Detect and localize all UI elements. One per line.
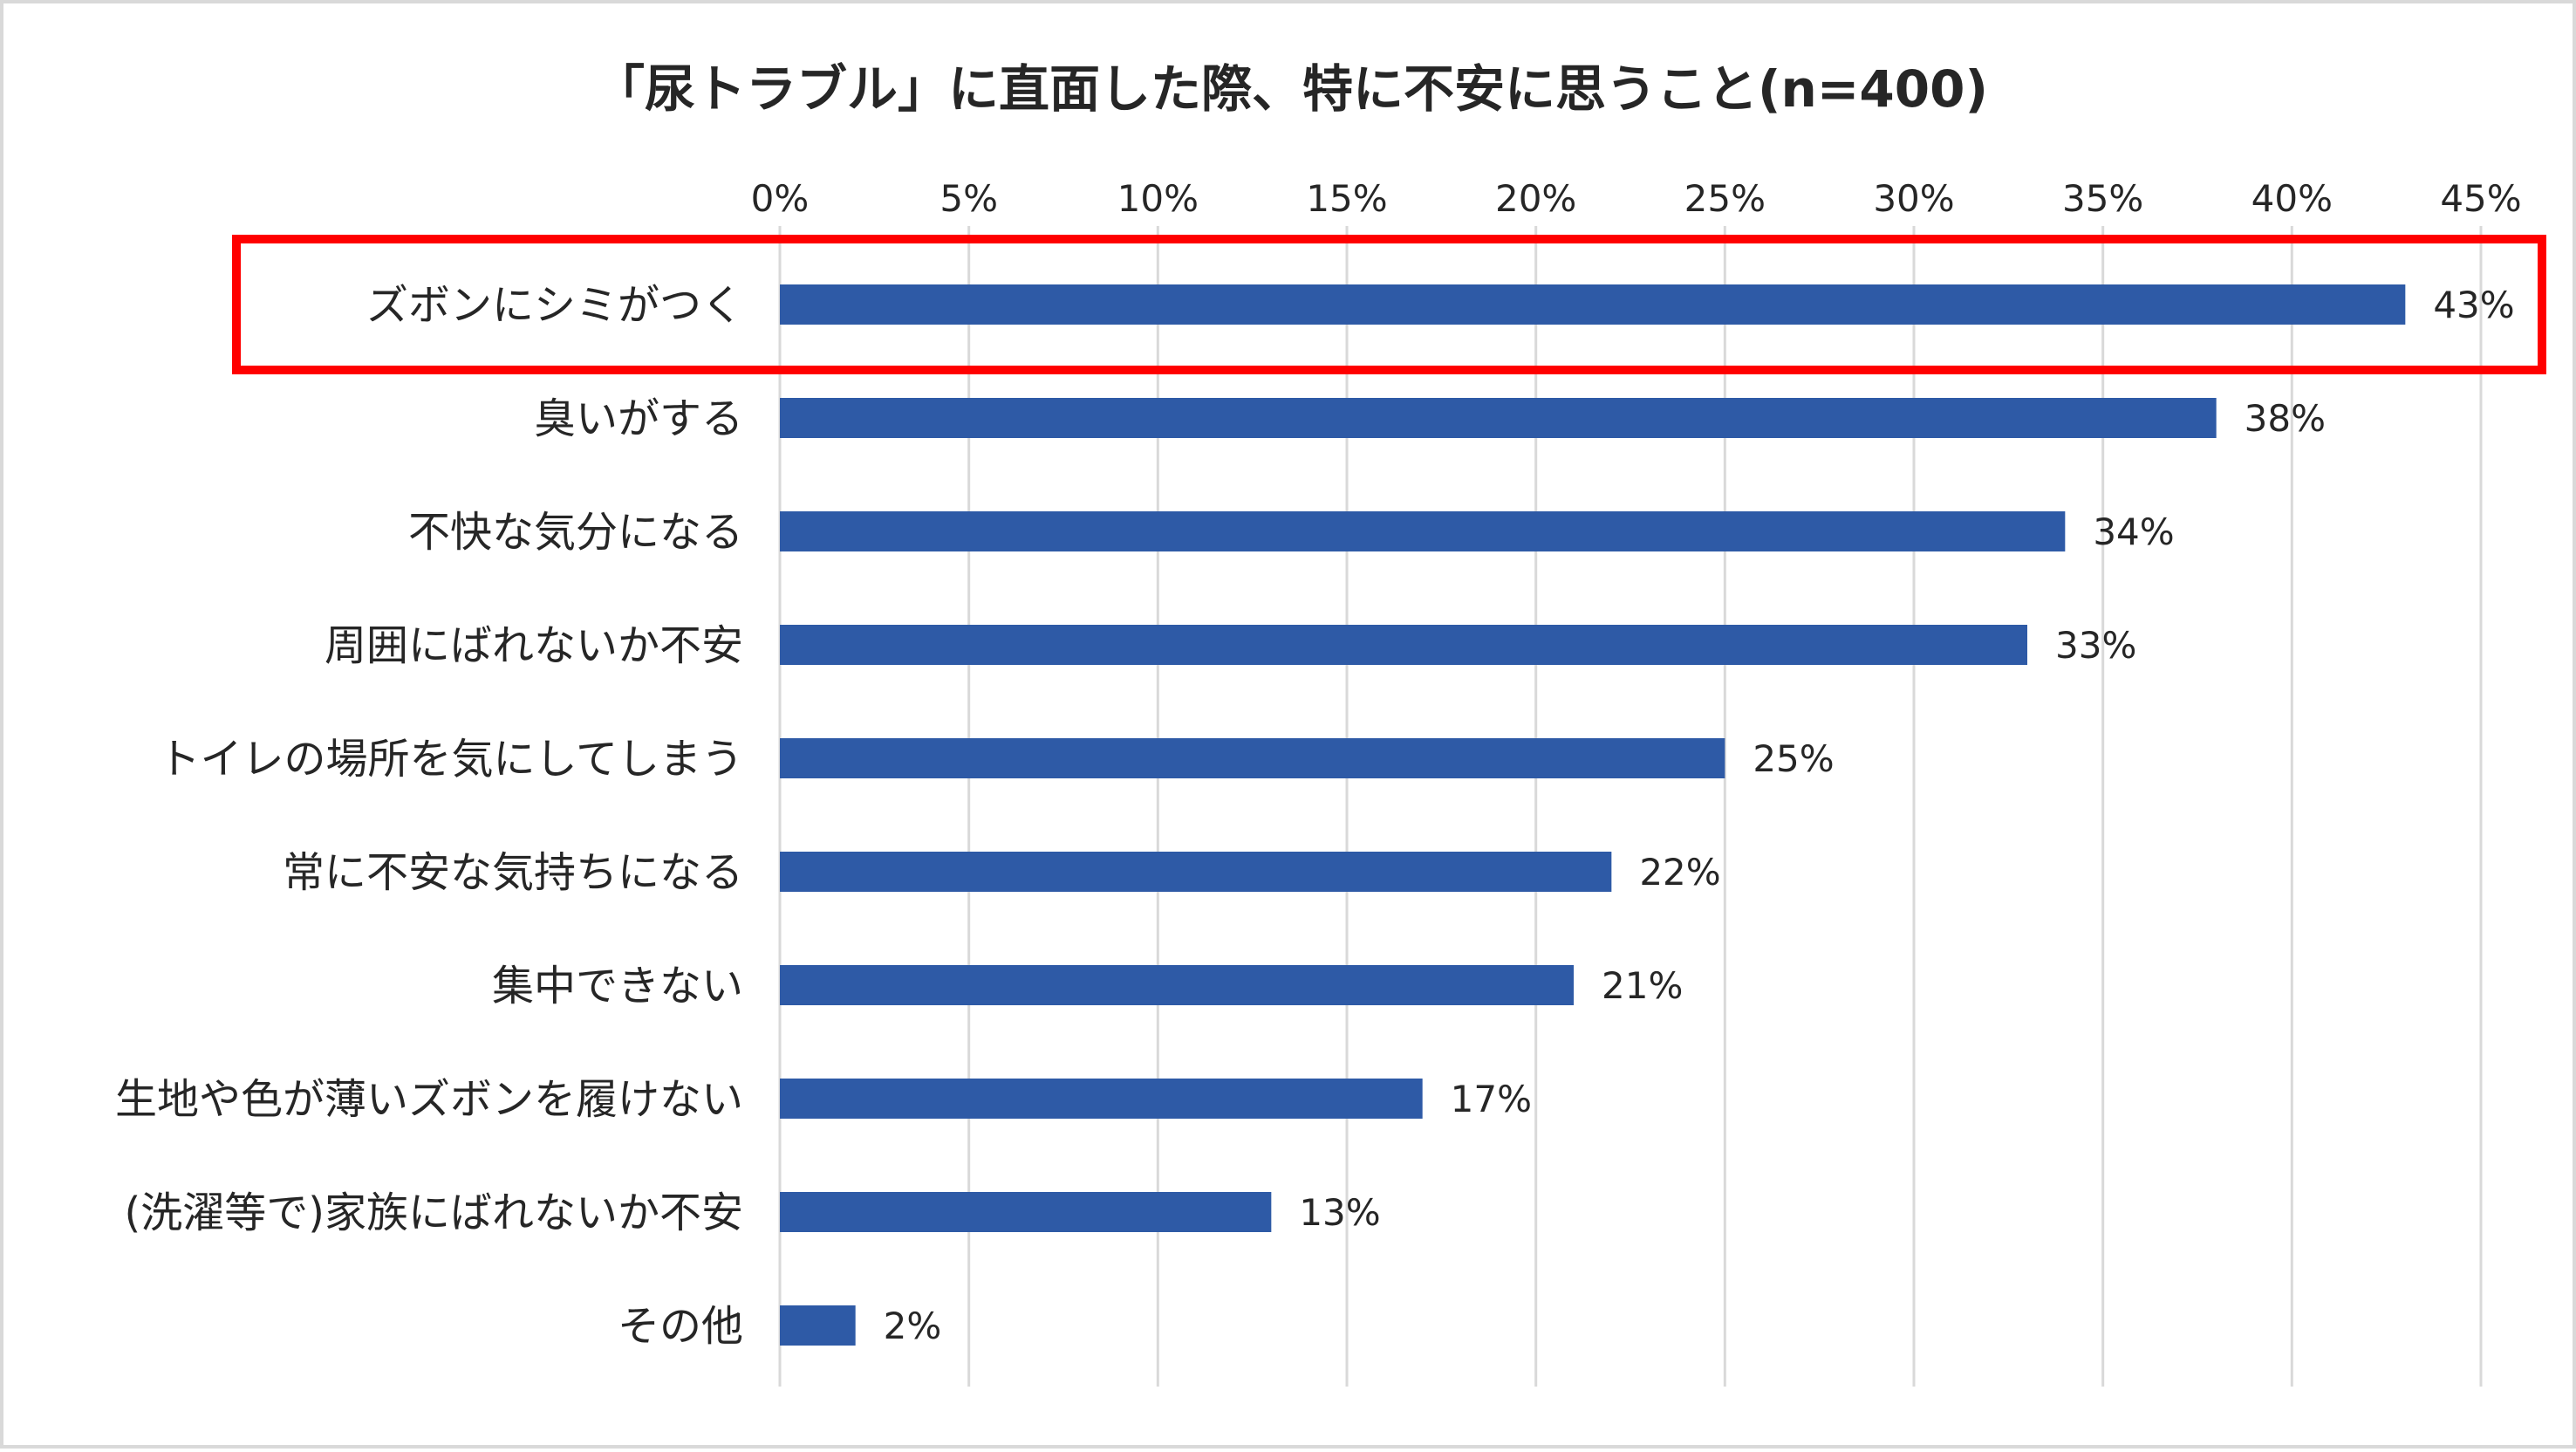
- data-label: 13%: [1299, 1191, 1380, 1234]
- bars: [780, 284, 2406, 1346]
- category-labels: ズボンにシミがつく臭いがする不快な気分になる周囲にばれないか不安トイレの場所を気…: [115, 281, 743, 1351]
- bar: [780, 1305, 856, 1346]
- x-tick-label: 30%: [1873, 177, 1954, 220]
- x-tick-label: 10%: [1117, 177, 1199, 220]
- x-tick-label: 20%: [1495, 177, 1576, 220]
- x-tick-label: 0%: [751, 177, 810, 220]
- x-axis-ticks: 0% 5% 10% 15% 20% 25% 30% 35% 40% 45%: [751, 177, 2522, 220]
- data-label: 43%: [2433, 284, 2514, 326]
- bar: [780, 284, 2406, 325]
- bar: [780, 1192, 1272, 1232]
- data-label: 17%: [1451, 1078, 1532, 1120]
- data-label: 25%: [1753, 737, 1834, 780]
- category-label: (洗濯等で)家族にばれないか不安: [125, 1188, 743, 1237]
- highlight-box: [232, 235, 2546, 374]
- category-label: その他: [618, 1302, 743, 1351]
- bar: [780, 511, 2066, 551]
- bar: [780, 852, 1612, 892]
- category-label: 集中できない: [492, 962, 743, 1010]
- category-label: 生地や色が薄いズボンを履けない: [115, 1075, 743, 1124]
- x-tick-label: 5%: [940, 177, 998, 220]
- category-label: ズボンにシミがつく: [366, 281, 743, 330]
- bar: [780, 738, 1725, 778]
- bar: [780, 625, 2027, 665]
- category-label: 周囲にばれないか不安: [325, 621, 743, 670]
- data-label: 2%: [884, 1305, 942, 1347]
- category-label: 不快な気分になる: [408, 508, 743, 557]
- bar: [780, 965, 1574, 1005]
- chart: 「尿トラブル」に直面した際、特に不安に思うこと(n=400) 0% 5% 10% 15…: [115, 59, 2546, 1387]
- chart-title: 「尿トラブル」に直面した際、特に不安に思うこと(n=400): [594, 59, 1988, 119]
- bar: [780, 1079, 1423, 1119]
- bar: [780, 398, 2217, 438]
- x-tick-label: 15%: [1306, 177, 1387, 220]
- data-label: 34%: [2093, 510, 2174, 553]
- category-label: トイレの場所を気にしてしまう: [158, 735, 743, 784]
- data-label: 33%: [2055, 624, 2136, 667]
- data-label: 21%: [1602, 964, 1683, 1007]
- x-tick-label: 35%: [2062, 177, 2143, 220]
- x-tick-label: 45%: [2440, 177, 2521, 220]
- highlight-layer: [232, 235, 2546, 374]
- category-label: 常に不安な気持ちになる: [283, 848, 743, 897]
- data-labels: 43% 38% 34% 33% 25% 22% 21% 17% 13% 2%: [884, 284, 2515, 1347]
- data-label: 38%: [2245, 397, 2326, 440]
- x-tick-label: 25%: [1684, 177, 1766, 220]
- category-label: 臭いがする: [534, 394, 743, 443]
- x-tick-label: 40%: [2251, 177, 2333, 220]
- data-label: 22%: [1639, 851, 1720, 894]
